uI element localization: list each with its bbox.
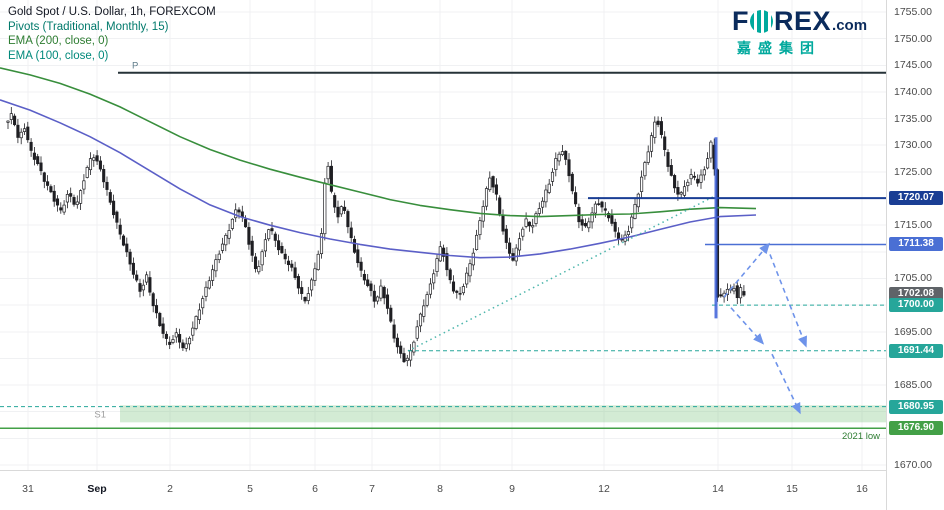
logo-letters-rex: REX: [774, 6, 832, 36]
price-tick-label: 1685.00: [894, 379, 932, 392]
broker-logo: F REX .com 嘉盛集团: [732, 6, 892, 58]
label-2021-low: 2021 low: [842, 431, 880, 442]
indicator-pivots[interactable]: Pivots (Traditional, Monthly, 15): [8, 20, 169, 33]
price-tick-label: 1745.00: [894, 59, 932, 72]
symbol-title[interactable]: Gold Spot / U.S. Dollar, 1h, FOREXCOM: [8, 6, 216, 18]
indicator-ema-100[interactable]: EMA (100, close, 0): [8, 49, 109, 62]
projection-arrow: [771, 353, 801, 415]
rising-trendline: [407, 196, 714, 352]
candlestick-chart[interactable]: S1 P 2021 low: [0, 0, 886, 470]
price-level-badge: 1700.00: [889, 298, 943, 313]
time-tick-label: 15: [786, 483, 798, 495]
price-level-badge: 1720.07: [889, 191, 943, 206]
time-tick-label: 8: [437, 483, 443, 495]
time-tick-label: 16: [856, 483, 868, 495]
price-tick-label: 1740.00: [894, 85, 932, 98]
s1-label: S1: [94, 409, 106, 420]
time-axis[interactable]: 31 Sep 2 5 6 7 8 9 12 14 15 16: [0, 470, 886, 510]
price-level-badge: 1711.38: [889, 237, 943, 252]
price-tick-label: 1725.00: [894, 165, 932, 178]
projection-arrow: [769, 254, 807, 348]
price-tick-label: 1705.00: [894, 272, 932, 285]
price-tick-label: 1670.00: [894, 458, 932, 471]
ema-200-line: [0, 67, 757, 218]
time-tick-label: 14: [712, 483, 724, 495]
time-tick-label: 12: [598, 483, 610, 495]
price-tick-label: 1755.00: [894, 5, 932, 18]
logo-letter-f: F: [732, 6, 749, 36]
price-level-badge: 1691.44: [889, 343, 943, 358]
logo-dot-com: .com: [832, 17, 868, 34]
price-level-badge: 1680.95: [889, 399, 943, 414]
logo-chinese-name: 嘉盛集团: [737, 40, 821, 56]
time-tick-label: Sep: [87, 483, 107, 495]
price-level-badge: 1702.08: [889, 287, 943, 302]
price-tick-label: 1735.00: [894, 112, 932, 125]
candlestick-series: [6, 107, 746, 367]
price-tick-label: 1695.00: [894, 325, 932, 338]
price-level-badge: 1676.90: [889, 421, 943, 436]
chart-canvas[interactable]: S1 P 2021 low Gold Spot / U.S. Dollar, 1h,…: [0, 0, 886, 470]
projection-arrow: [723, 242, 771, 298]
s1-support-zone: [120, 405, 886, 423]
time-tick-label: 5: [247, 483, 253, 495]
time-tick-label: 6: [312, 483, 318, 495]
time-tick-label: 31: [22, 483, 34, 495]
forex-com-wordmark: F REX .com: [732, 6, 892, 37]
price-tick-label: 1715.00: [894, 219, 932, 232]
ema-100-line: [0, 99, 757, 259]
price-axis[interactable]: 1755.00 1750.00 1745.00 1740.00 1735.00 1730.…: [886, 0, 944, 510]
projection-arrow: [730, 307, 765, 345]
price-tick-label: 1730.00: [894, 139, 932, 152]
time-tick-label: 9: [509, 483, 515, 495]
price-tick-label: 1750.00: [894, 32, 932, 45]
logo-o-icon: [750, 10, 773, 33]
time-tick-label: 7: [369, 483, 375, 495]
pivot-p-label: P: [132, 61, 138, 72]
time-tick-label: 2: [167, 483, 173, 495]
chart-legend: Gold Spot / U.S. Dollar, 1h, FOREXCOM Pi…: [8, 5, 216, 63]
indicator-ema-200[interactable]: EMA (200, close, 0): [8, 35, 109, 47]
